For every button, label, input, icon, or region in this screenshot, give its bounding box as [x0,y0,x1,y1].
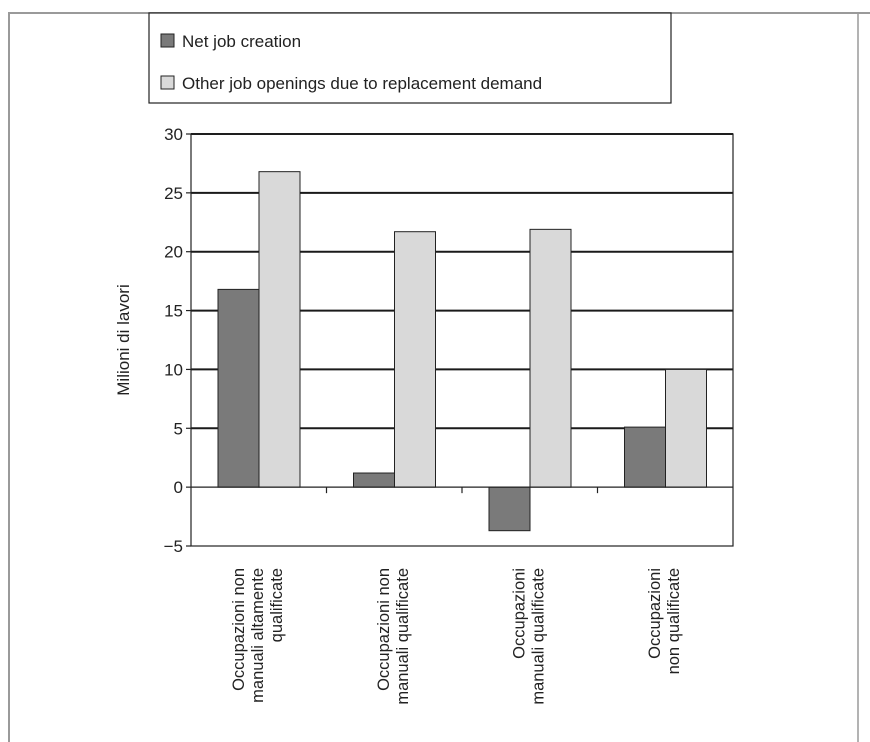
bar-series0-cat2 [488,486,531,532]
y-tick-label-5: 5 [174,419,183,438]
bar-series1-cat3 [665,368,707,488]
x-category-label-2-line-1: manuali qualificate [529,568,547,705]
x-category-label-3-line-1: non qualificate [665,568,683,674]
legend-swatch-replacement-demand [160,75,175,90]
x-category-label-0-line-2: qualificate [268,568,286,642]
legend-label-replacement-demand: Other job openings due to replacement de… [182,74,542,93]
y-axis-title: Milioni di lavori [114,284,133,395]
y-tick-label-7: −5 [164,537,183,556]
bar-series0-cat3 [624,426,666,488]
bar-series0-cat1 [353,472,395,488]
legend: Net job creation Other job openings due … [148,12,672,104]
x-category-label-1-line-1: manuali qualificate [394,568,412,705]
bars [217,171,707,532]
x-category-label-0-line-1: manuali altamente [249,568,267,703]
x-category-label-3-line-0: Occupazioni [646,568,664,659]
y-tick-label-6: 0 [174,478,183,497]
y-tick-label-4: 10 [164,360,183,379]
x-category-label-0-line-0: Occupazioni non [230,568,248,691]
legend-swatch-net-job-creation [160,33,175,48]
legend-box [148,12,672,104]
bar-series1-cat0 [258,171,301,488]
y-tick-label-2: 20 [164,243,183,262]
x-category-labels: Occupazioni non manuali altamente qualific… [230,568,683,705]
bar-series0-cat0 [217,288,260,488]
plot-area-border [190,133,734,547]
bar-series1-cat2 [529,228,572,488]
x-category-label-2-line-0: Occupazioni [510,568,528,659]
y-tick-labels: 30 25 20 15 10 5 0 −5 [164,125,183,556]
bar-series1-cat1 [394,231,436,488]
y-tick-label-0: 30 [164,125,183,144]
y-tick-label-1: 25 [164,184,183,203]
x-category-label-1-line-0: Occupazioni non [375,568,393,691]
y-tick-label-3: 15 [164,302,183,321]
axes [186,133,734,547]
legend-label-net-job-creation: Net job creation [182,32,301,51]
